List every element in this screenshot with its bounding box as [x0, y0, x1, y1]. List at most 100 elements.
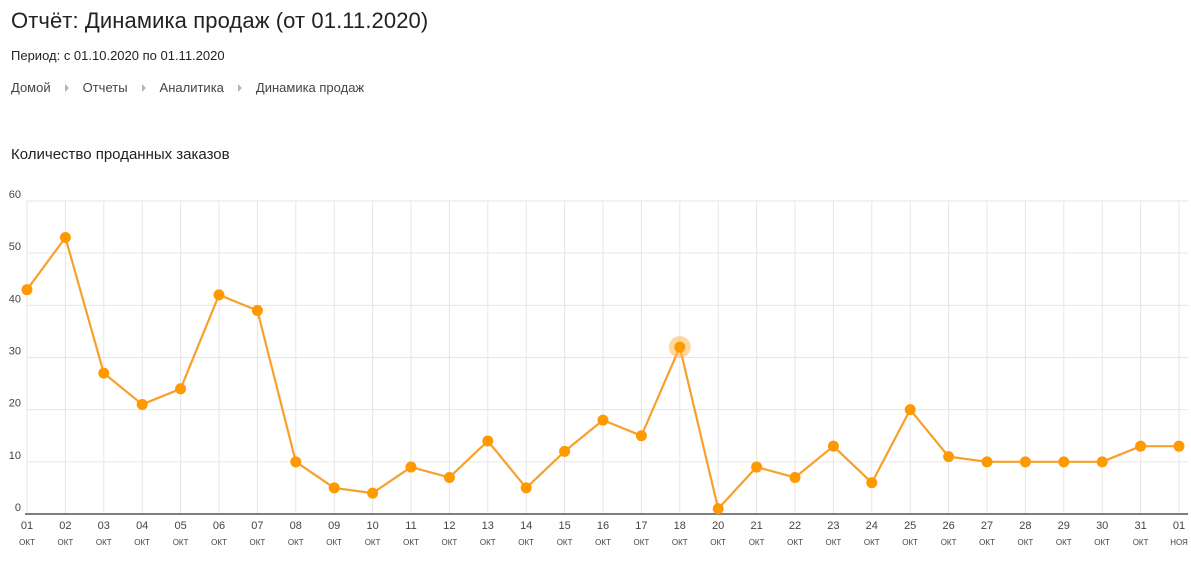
data-point[interactable] — [866, 477, 878, 489]
data-point[interactable] — [827, 440, 839, 452]
y-tick-label: 30 — [9, 346, 21, 358]
data-point[interactable] — [175, 383, 187, 395]
data-point[interactable] — [559, 445, 571, 457]
data-point[interactable] — [1135, 440, 1147, 452]
x-tick-day-label: 21 — [750, 520, 762, 532]
data-point[interactable] — [328, 482, 340, 494]
x-tick-month-label: ОКТ — [1018, 538, 1034, 547]
x-tick-month-label: ОКТ — [518, 538, 534, 547]
y-tick-label: 60 — [9, 189, 21, 201]
x-tick-day-label: 12 — [443, 520, 455, 532]
x-tick-day-label: 18 — [674, 520, 686, 532]
x-tick-month-label: ОКТ — [634, 538, 650, 547]
x-tick-day-label: 09 — [328, 520, 340, 532]
x-tick-month-label: ОКТ — [58, 538, 74, 547]
x-tick-day-label: 31 — [1134, 520, 1146, 532]
x-tick-month-label: ОКТ — [1056, 538, 1072, 547]
x-tick-month-label: ОКТ — [288, 538, 304, 547]
data-point[interactable] — [712, 503, 724, 515]
data-point[interactable] — [443, 471, 455, 483]
x-tick-month-label: ОКТ — [326, 538, 342, 547]
data-point[interactable] — [1173, 440, 1185, 452]
data-point[interactable] — [59, 232, 71, 244]
x-tick-day-label: 11 — [405, 520, 416, 532]
x-tick-day-label: 04 — [136, 520, 148, 532]
data-point[interactable] — [482, 435, 494, 447]
x-tick-day-label: 20 — [712, 520, 724, 532]
data-point[interactable] — [789, 471, 801, 483]
data-point[interactable] — [98, 367, 110, 379]
x-tick-month-label: ОКТ — [1133, 538, 1149, 547]
x-tick-day-label: 23 — [827, 520, 839, 532]
report-period: Период: с 01.10.2020 по 01.11.2020 — [11, 48, 225, 63]
data-point[interactable] — [213, 289, 225, 301]
data-points — [21, 232, 1185, 515]
data-point[interactable] — [251, 305, 263, 317]
x-tick-day-label: 01 — [1173, 520, 1185, 532]
data-point[interactable] — [981, 456, 993, 468]
x-tick-day-label: 01 — [21, 520, 33, 532]
chevron-right-icon — [64, 83, 69, 92]
data-point[interactable] — [674, 341, 686, 353]
y-tick-label: 40 — [9, 293, 21, 305]
x-tick-day-label: 03 — [98, 520, 110, 532]
data-point[interactable] — [597, 414, 609, 426]
x-tick-month-label: НОЯ — [1170, 538, 1188, 547]
x-tick-day-label: 02 — [59, 520, 71, 532]
y-tick-label: 50 — [9, 241, 21, 253]
x-tick-month-label: ОКТ — [710, 538, 726, 547]
x-tick-month-label: ОКТ — [250, 538, 266, 547]
data-point[interactable] — [367, 487, 379, 499]
x-tick-day-label: 07 — [251, 520, 263, 532]
x-tick-day-label: 08 — [290, 520, 302, 532]
x-tick-month-label: ОКТ — [19, 538, 35, 547]
x-tick-month-label: ОКТ — [365, 538, 381, 547]
data-point[interactable] — [290, 456, 302, 468]
chevron-right-icon — [237, 83, 242, 92]
x-tick-month-label: ОКТ — [749, 538, 765, 547]
data-point[interactable] — [904, 404, 916, 416]
x-tick-month-label: ОКТ — [134, 538, 150, 547]
x-tick-day-label: 15 — [558, 520, 570, 532]
axes: 010203040506001ОКТ02ОКТ03ОКТ04ОКТ05ОКТ06… — [9, 189, 1188, 547]
data-point[interactable] — [1019, 456, 1031, 468]
x-tick-month-label: ОКТ — [672, 538, 688, 547]
x-tick-day-label: 29 — [1058, 520, 1070, 532]
x-tick-day-label: 26 — [942, 520, 954, 532]
data-point[interactable] — [21, 284, 33, 296]
x-tick-day-label: 14 — [520, 520, 532, 532]
x-tick-day-label: 13 — [482, 520, 494, 532]
y-tick-label: 20 — [9, 398, 21, 410]
data-point[interactable] — [136, 398, 148, 410]
x-tick-month-label: ОКТ — [979, 538, 995, 547]
x-tick-day-label: 22 — [789, 520, 801, 532]
x-tick-day-label: 06 — [213, 520, 225, 532]
breadcrumb-home[interactable]: Домой — [11, 80, 51, 95]
data-point[interactable] — [405, 461, 417, 473]
data-point[interactable] — [751, 461, 763, 473]
x-tick-day-label: 17 — [635, 520, 647, 532]
x-tick-day-label: 16 — [597, 520, 609, 532]
x-tick-day-label: 28 — [1019, 520, 1031, 532]
x-tick-month-label: ОКТ — [826, 538, 842, 547]
x-tick-month-label: ОКТ — [173, 538, 189, 547]
x-tick-month-label: ОКТ — [211, 538, 227, 547]
data-point[interactable] — [1058, 456, 1070, 468]
x-tick-month-label: ОКТ — [787, 538, 803, 547]
x-tick-month-label: ОКТ — [403, 538, 419, 547]
chart-title: Количество проданных заказов — [11, 146, 230, 163]
x-tick-day-label: 27 — [981, 520, 993, 532]
data-point[interactable] — [1096, 456, 1108, 468]
x-tick-day-label: 10 — [366, 520, 378, 532]
x-tick-day-label: 24 — [866, 520, 878, 532]
x-tick-day-label: 30 — [1096, 520, 1108, 532]
data-point[interactable] — [635, 430, 647, 442]
x-tick-day-label: 05 — [174, 520, 186, 532]
data-point[interactable] — [943, 451, 955, 463]
breadcrumb-analytics[interactable]: Аналитика — [159, 80, 224, 95]
data-point[interactable] — [520, 482, 532, 494]
x-tick-month-label: ОКТ — [902, 538, 918, 547]
x-tick-month-label: ОКТ — [595, 538, 611, 547]
breadcrumb-reports[interactable]: Отчеты — [82, 80, 128, 95]
